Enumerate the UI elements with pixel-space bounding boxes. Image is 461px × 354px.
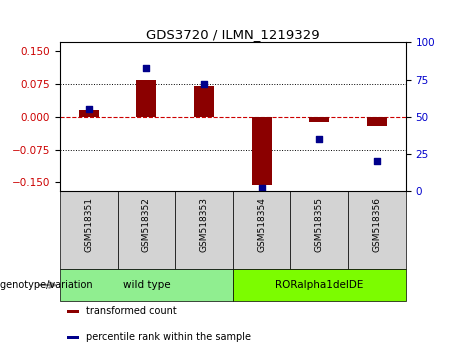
Bar [67,336,79,339]
Text: GSM518352: GSM518352 [142,198,151,252]
Title: GDS3720 / ILMN_1219329: GDS3720 / ILMN_1219329 [146,28,319,41]
Bar [118,191,175,269]
Text: GSM518351: GSM518351 [84,198,93,252]
Point [142,65,150,70]
Bar [60,191,118,269]
Text: genotype/variation: genotype/variation [0,280,96,290]
Bar [67,310,79,313]
Text: GSM518354: GSM518354 [257,198,266,252]
Bar [60,269,233,301]
Text: percentile rank within the sample: percentile rank within the sample [86,332,251,342]
Bar [233,269,406,301]
Bar [136,80,156,117]
Point [373,159,381,164]
Bar [290,191,348,269]
Bar [348,191,406,269]
Bar [233,191,290,269]
Bar [367,117,387,126]
Point [85,107,92,112]
Point [315,136,323,142]
Point [258,185,266,191]
Text: transformed count: transformed count [86,306,177,316]
Bar [79,110,99,117]
Bar [309,117,329,122]
Text: GSM518356: GSM518356 [372,198,381,252]
Bar [194,86,214,117]
Point [200,81,207,87]
Bar [252,117,272,184]
Text: GSM518355: GSM518355 [315,198,324,252]
Bar [175,191,233,269]
Text: wild type: wild type [123,280,170,290]
Text: RORalpha1delDE: RORalpha1delDE [275,280,363,290]
Text: GSM518353: GSM518353 [200,198,208,252]
